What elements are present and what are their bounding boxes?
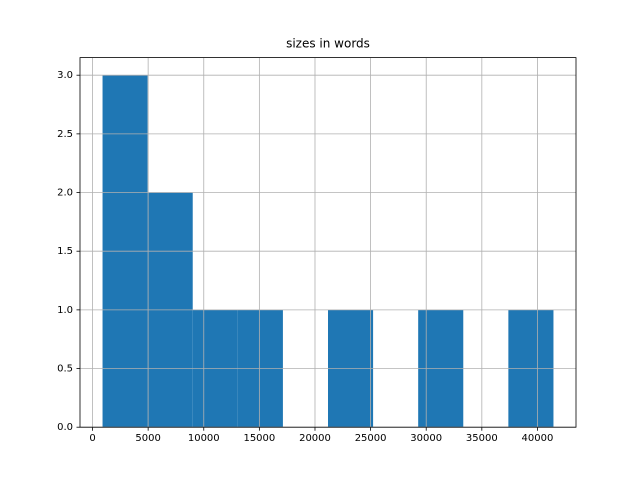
y-tick-label: 2.0 <box>57 188 73 199</box>
x-tick-label: 20000 <box>299 433 331 444</box>
x-tick-label: 10000 <box>188 433 220 444</box>
x-tick-label: 15000 <box>243 433 275 444</box>
y-tick-label: 2.5 <box>57 129 73 140</box>
y-tick-label: 0.5 <box>57 364 73 375</box>
y-tick-label: 1.5 <box>57 246 73 257</box>
x-tick-label: 35000 <box>466 433 498 444</box>
x-tick-label: 0 <box>89 433 95 444</box>
y-tick-label: 1.0 <box>57 305 73 316</box>
x-tick-label: 25000 <box>355 433 387 444</box>
y-tick-label: 0.0 <box>57 422 73 433</box>
chart-title: sizes in words <box>286 37 370 51</box>
plot-frame <box>79 57 577 428</box>
x-tick-label: 5000 <box>135 433 160 444</box>
x-tick-label: 40000 <box>522 433 554 444</box>
y-tick-label: 3.0 <box>57 70 73 81</box>
x-tick-label: 30000 <box>410 433 442 444</box>
